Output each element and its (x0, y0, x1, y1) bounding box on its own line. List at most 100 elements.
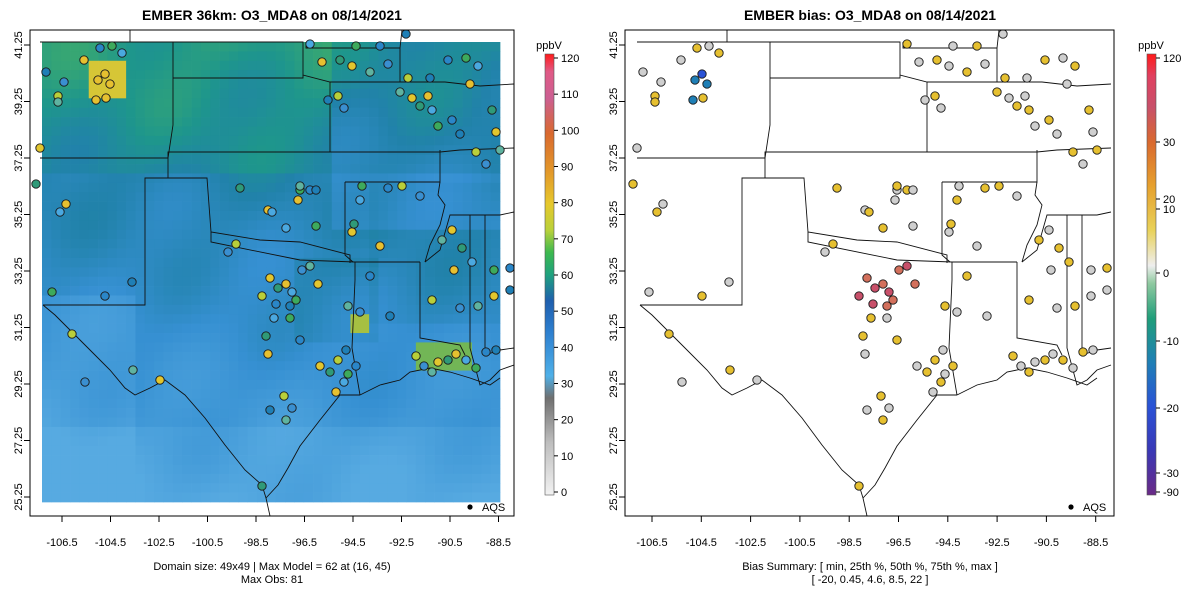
heatmap-cell (219, 173, 230, 184)
heatmap-cell (256, 79, 267, 90)
heatmap-cell (313, 201, 323, 212)
heatmap-cell (135, 248, 146, 259)
heatmap-cell (51, 436, 62, 447)
heatmap-cell (369, 333, 379, 343)
heatmap-cell (51, 173, 62, 184)
heatmap-cell (397, 455, 407, 465)
heatmap-cell (219, 426, 230, 437)
heatmap-cell (88, 333, 99, 343)
heatmap-cell (453, 88, 463, 99)
heatmap-cell (378, 164, 389, 174)
heatmap-cell (42, 210, 52, 221)
heatmap-cell (322, 483, 333, 493)
heatmap-cell (285, 239, 295, 249)
obs-point (35, 143, 45, 153)
heatmap-cell (51, 483, 62, 493)
heatmap-cell (228, 257, 239, 268)
heatmap-cell (471, 51, 482, 62)
heatmap-cell (247, 379, 258, 390)
heatmap-cell (210, 417, 220, 428)
heatmap-cell (126, 239, 136, 249)
heatmap-cell (434, 88, 445, 99)
heatmap-cell (154, 323, 164, 334)
heatmap-cell (116, 483, 127, 493)
heatmap-cell (359, 107, 370, 118)
heatmap-cell (275, 173, 286, 184)
heatmap-cell (406, 389, 417, 400)
heatmap-cell (359, 333, 370, 343)
heatmap-cell (322, 492, 333, 503)
state-border (424, 211, 514, 263)
heatmap-cell (350, 98, 361, 109)
heatmap-cell (303, 173, 314, 184)
heatmap-cell (285, 389, 295, 400)
heatmap-cell (322, 248, 333, 259)
heatmap-cell (397, 117, 407, 127)
heatmap-cell (294, 398, 305, 409)
heatmap-cell (331, 135, 342, 146)
heatmap-cell (322, 201, 333, 212)
heatmap-cell (266, 445, 277, 456)
heatmap-cell (200, 408, 211, 418)
obs-point (355, 307, 365, 317)
heatmap-cell (70, 342, 80, 353)
heatmap-cell (144, 42, 155, 52)
heatmap-cell (378, 473, 389, 484)
heatmap-cell (425, 173, 435, 184)
heatmap-cell (453, 79, 463, 90)
heatmap-cell (294, 229, 305, 240)
heatmap-cell (331, 426, 342, 437)
heatmap-cell (425, 408, 435, 418)
heatmap-cell (126, 42, 136, 52)
bias-point (1062, 79, 1072, 89)
heatmap-cell (462, 445, 473, 456)
heatmap-cell (163, 248, 174, 259)
heatmap-cell (88, 473, 99, 484)
heatmap-cell (144, 314, 155, 324)
heatmap-cell (406, 304, 417, 315)
heatmap-cell (266, 333, 277, 343)
heatmap-cell (247, 286, 258, 296)
heatmap-cell (219, 107, 230, 118)
obs-point (355, 195, 365, 205)
heatmap-cell (331, 182, 342, 193)
heatmap-cell (322, 379, 333, 390)
heatmap-cell (256, 314, 267, 324)
heatmap-cell (60, 379, 71, 390)
heatmap-cell (144, 145, 155, 156)
heatmap-cell (359, 117, 370, 127)
heatmap-cell (266, 323, 277, 334)
heatmap-cell (313, 379, 323, 390)
heatmap-cell (303, 126, 314, 137)
heatmap-cell (425, 417, 435, 428)
heatmap-cell (406, 492, 417, 503)
obs-point (341, 345, 351, 355)
heatmap-cell (285, 107, 295, 118)
heatmap-cell (443, 408, 454, 418)
heatmap-cell (182, 455, 192, 465)
heatmap-cell (60, 417, 71, 428)
heatmap-cell (434, 164, 445, 174)
heatmap-cell (219, 210, 230, 221)
x-tick-label: -104.5 (686, 537, 717, 549)
heatmap-cell (135, 145, 146, 156)
heatmap-cell (434, 295, 445, 306)
heatmap-cell (219, 483, 230, 493)
heatmap-cell (425, 201, 435, 212)
heatmap-cell (238, 286, 248, 296)
heatmap-cell (387, 295, 398, 306)
heatmap-cell (285, 455, 295, 465)
bias-point (882, 313, 892, 323)
bias-point (1092, 145, 1102, 155)
obs-point (297, 265, 307, 275)
heatmap-cell (247, 135, 258, 146)
heatmap-cell (200, 286, 211, 296)
heatmap-cell (219, 98, 230, 109)
heatmap-cell (51, 426, 62, 437)
heatmap-cell (256, 304, 267, 315)
heatmap-cell (406, 398, 417, 409)
obs-point (281, 279, 291, 289)
heatmap-cell (126, 483, 136, 493)
heatmap-cell (60, 154, 71, 165)
heatmap-cell (481, 455, 492, 465)
